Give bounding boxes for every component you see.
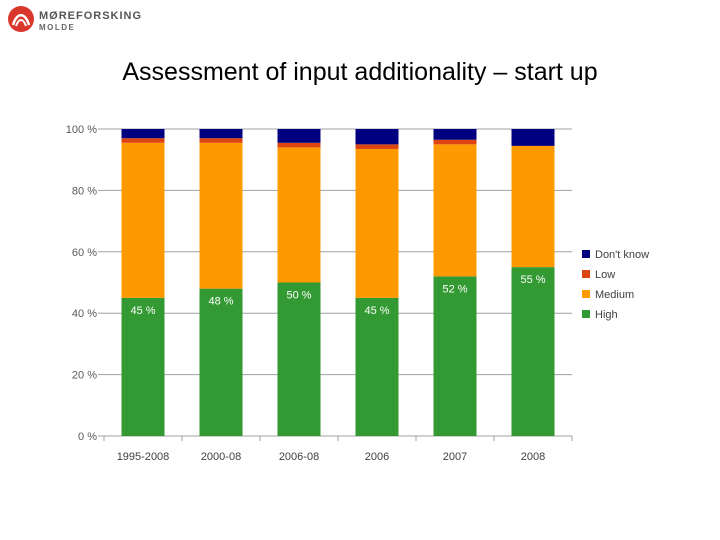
bar-segment-medium <box>277 147 321 283</box>
y-tick-label: 0 % <box>78 431 97 443</box>
bar-segment-low <box>355 144 399 149</box>
bar-segment-high <box>433 276 477 436</box>
bar-segment-medium <box>355 148 399 298</box>
data-label: 55 % <box>520 274 545 286</box>
legend: Don't know Low Medium High <box>582 249 649 321</box>
bar-segment-medium <box>121 142 165 298</box>
bar-segment-low <box>277 142 321 148</box>
x-tick-label: 2008 <box>521 451 545 463</box>
bar-segment-dont_know <box>511 129 555 146</box>
y-tick-label: 80 % <box>72 185 97 197</box>
bar-segment-medium <box>511 145 555 268</box>
bar-segment-dont_know <box>277 129 321 143</box>
x-tick-label: 2000-08 <box>201 451 241 463</box>
bar-segment-low <box>199 138 243 143</box>
data-label: 45 % <box>364 305 389 317</box>
legend-label: Don't know <box>595 249 649 261</box>
gridlines <box>98 128 573 441</box>
bar-segment-high <box>511 267 555 436</box>
bar-segment-dont_know <box>121 129 165 139</box>
bar-segment-high <box>355 297 399 436</box>
data-label: 45 % <box>130 305 155 317</box>
data-label: 52 % <box>442 283 467 295</box>
x-tick-label: 1995-2008 <box>117 451 170 463</box>
y-tick-label: 40 % <box>72 308 97 320</box>
logo-mark-icon <box>8 6 34 32</box>
x-tick-label: 2007 <box>443 451 467 463</box>
bar-segment-high <box>199 288 243 436</box>
legend-label: High <box>595 309 618 321</box>
bar-segment-dont_know <box>355 129 399 145</box>
legend-swatch-medium <box>582 290 590 298</box>
legend-label: Medium <box>595 289 634 301</box>
bar-segment-medium <box>433 144 477 277</box>
bar-segment-high <box>277 282 321 436</box>
y-tick-label: 100 % <box>66 124 97 136</box>
x-axis-ticks: 1995-2008 2000-08 2006-08 2006 2007 2008 <box>117 451 546 463</box>
x-tick-label: 2006 <box>365 451 389 463</box>
bars <box>121 129 555 436</box>
bar-segment-medium <box>199 142 243 289</box>
logo: MØREFORSKING MOLDE <box>6 4 146 38</box>
y-axis-ticks: 0 % 20 % 40 % 60 % 80 % 100 % <box>66 124 97 443</box>
data-label: 50 % <box>286 290 311 302</box>
bar-segment-low <box>433 139 477 145</box>
legend-swatch-dont_know <box>582 250 590 258</box>
bar-segment-high <box>121 297 165 436</box>
data-label: 48 % <box>208 296 233 308</box>
legend-label: Low <box>595 269 615 281</box>
page-title: Assessment of input additionality – star… <box>122 58 598 86</box>
logo-text: MØREFORSKING <box>39 10 143 22</box>
legend-swatch-high <box>582 310 590 318</box>
bar-segment-dont_know <box>433 129 477 140</box>
bar-segment-dont_know <box>199 129 243 139</box>
logo-subtext: MOLDE <box>39 23 76 32</box>
bar-segment-low <box>121 138 165 143</box>
y-tick-label: 20 % <box>72 370 97 382</box>
data-labels: 45 % 48 % 50 % 45 % 52 % 55 % <box>130 274 545 317</box>
x-tick-label: 2006-08 <box>279 451 319 463</box>
legend-swatch-low <box>582 270 590 278</box>
y-tick-label: 60 % <box>72 247 97 259</box>
